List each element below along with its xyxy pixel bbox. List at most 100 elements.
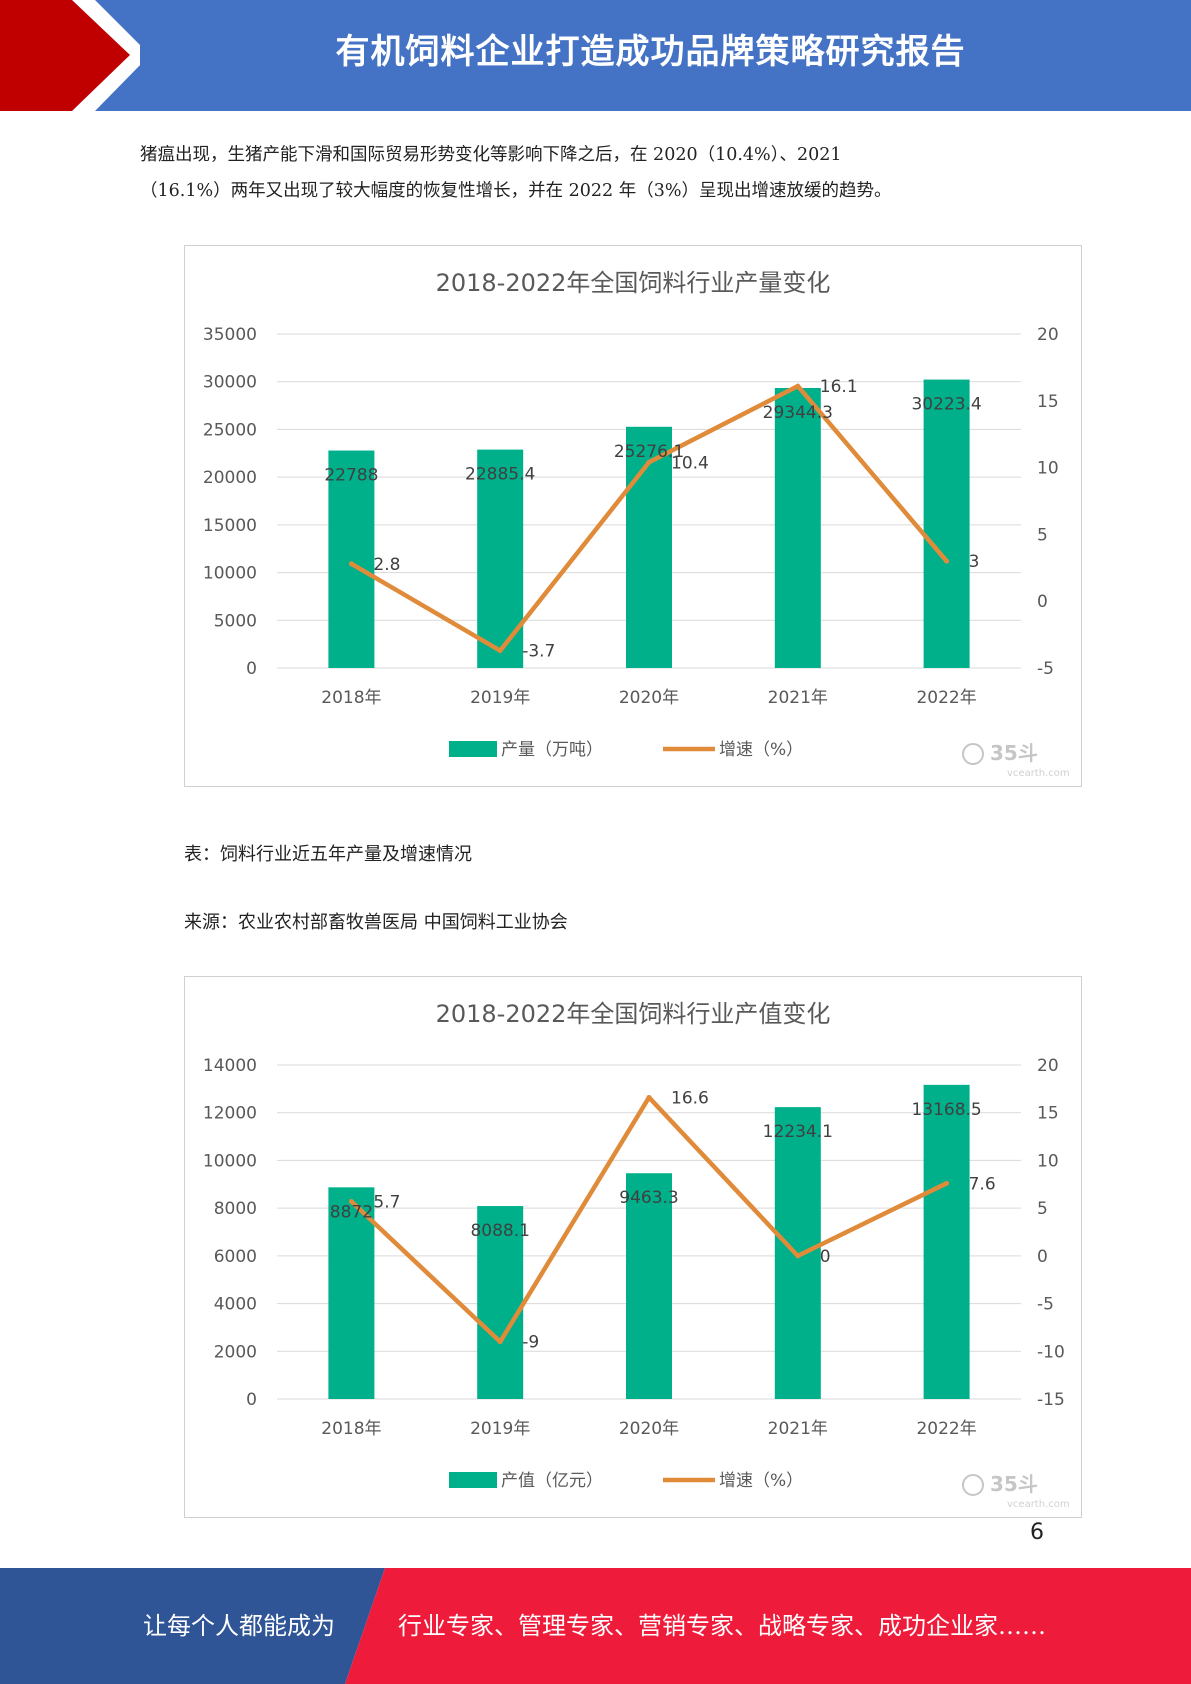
- line-data-label: -9: [522, 1333, 539, 1353]
- output-chart: 2018-2022年全国饲料行业产量变化 0 5000 10000 15000 20000…: [184, 245, 1082, 787]
- growth-point: [348, 1198, 354, 1204]
- source-caption: 来源：农业农村部畜牧兽医局 中国饲料工业协会: [184, 912, 568, 933]
- value-chart: 2018-2022年全国饲料行业产值变化 0 2000 4000 6000 8000 100…: [184, 976, 1082, 1518]
- value-chart-svg: 2018-2022年全国饲料行业产值变化02000400060008000100…: [203, 1000, 1070, 1510]
- left-axis-tick-label: 30000: [203, 373, 257, 393]
- watermark-logo: 35斗 vcearth.com: [962, 1472, 1070, 1510]
- line-data-label: 5.7: [373, 1192, 400, 1212]
- left-axis-tick-label: 2000: [214, 1342, 257, 1362]
- intro-line-2: （16.1%）两年又出现了较大幅度的恢复性增长，并在 2022 年（3%）呈现出…: [140, 181, 892, 201]
- footer-slogan-left: 让每个人都能成为: [143, 1612, 335, 1640]
- svg-text:vcearth.com: vcearth.com: [1007, 768, 1070, 779]
- bar-data-label: 25276.1: [614, 442, 684, 462]
- growth-point: [497, 1339, 503, 1345]
- right-axis-tick-label: -15: [1037, 1390, 1065, 1410]
- right-axis-tick-label: 15: [1037, 1104, 1059, 1124]
- right-axis-tick-label: -5: [1037, 1295, 1054, 1315]
- bar-data-label: 22788: [324, 466, 378, 486]
- right-axis-tick-label: -10: [1037, 1342, 1065, 1362]
- x-axis-category-label: 2018年: [321, 688, 381, 708]
- growth-point: [646, 459, 652, 465]
- growth-point: [944, 1180, 950, 1186]
- footer-banner: 让每个人都能成为 行业专家、管理专家、营销专家、战略专家、成功企业家……: [0, 1568, 1191, 1684]
- line-data-label: 10.4: [671, 453, 709, 473]
- growth-point: [795, 383, 801, 389]
- bar: [626, 426, 672, 668]
- right-axis-tick-label: 20: [1037, 1056, 1059, 1076]
- legend-bar-label: 产量（万吨）: [501, 740, 603, 760]
- growth-point: [795, 1253, 801, 1259]
- bar-data-label: 12234.1: [763, 1122, 833, 1142]
- line-data-label: 16.6: [671, 1088, 709, 1108]
- left-axis-tick-label: 10000: [203, 1151, 257, 1171]
- bar-data-label: 29344.3: [763, 403, 833, 423]
- bar: [923, 1084, 970, 1399]
- right-axis-tick-label: -5: [1037, 659, 1054, 679]
- right-axis-tick-label: 5: [1037, 525, 1048, 545]
- legend-line-label: 增速（%）: [719, 740, 803, 760]
- report-title: 有机饲料企业打造成功品牌策略研究报告: [335, 32, 966, 72]
- footer-slogan-right: 行业专家、管理专家、营销专家、战略专家、成功企业家……: [398, 1612, 1046, 1640]
- chart-title: 2018-2022年全国饲料行业产值变化: [436, 1000, 831, 1028]
- x-axis-category-label: 2019年: [470, 1419, 530, 1439]
- bar: [626, 1173, 672, 1399]
- output-chart-svg: 2018-2022年全国饲料行业产量变化 0 5000 10000 15000 20000…: [203, 269, 1070, 779]
- right-axis-tick-label: 5: [1037, 1199, 1048, 1219]
- x-axis-category-label: 2020年: [619, 688, 679, 708]
- line-data-label: 7.6: [969, 1174, 996, 1194]
- bar-data-label: 30223.4: [911, 395, 981, 415]
- bar: [774, 387, 821, 668]
- left-axis-tick-label: 12000: [203, 1104, 257, 1124]
- growth-point: [646, 1094, 652, 1100]
- left-axis-tick-label: 0: [246, 659, 257, 679]
- left-axis-tick-label: 0: [246, 1390, 257, 1410]
- right-axis-tick-label: 0: [1037, 592, 1048, 612]
- bar: [477, 1206, 524, 1399]
- bar-data-label: 8872: [330, 1202, 373, 1222]
- left-axis-tick-label: 5000: [214, 611, 257, 631]
- left-axis-tick-label: 25000: [203, 420, 257, 440]
- x-axis-category-label: 2022年: [916, 688, 976, 708]
- line-data-label: 0: [820, 1247, 831, 1267]
- left-axis-tick-label: 35000: [203, 325, 257, 345]
- growth-point: [944, 558, 950, 564]
- svg-text:vcearth.com: vcearth.com: [1007, 1499, 1070, 1510]
- intro-paragraph: 猪瘟出现，生猪产能下滑和国际贸易形势变化等影响下降之后，在 2020（10.4%…: [140, 137, 1040, 209]
- x-axis-category-label: 2018年: [321, 1419, 381, 1439]
- chart-title: 2018-2022年全国饲料行业产量变化: [436, 269, 831, 297]
- line-data-label: 2.8: [373, 555, 400, 575]
- legend-bar-label: 产值（亿元）: [501, 1471, 603, 1491]
- header-arrow-decoration: [0, 0, 140, 111]
- legend-bar-swatch: [449, 1472, 497, 1488]
- bar: [328, 450, 375, 668]
- left-axis-tick-label: 10000: [203, 564, 257, 584]
- svg-text:35斗: 35斗: [990, 1472, 1038, 1496]
- svg-text:35斗: 35斗: [990, 741, 1038, 765]
- x-axis-category-label: 2021年: [768, 688, 828, 708]
- table-caption: 表：饲料行业近五年产量及增速情况: [184, 844, 472, 865]
- x-axis-category-label: 2019年: [470, 688, 530, 708]
- line-data-label: 16.1: [820, 377, 858, 397]
- left-axis-tick-label: 15000: [203, 516, 257, 536]
- left-axis-tick-label: 4000: [214, 1295, 257, 1315]
- line-data-label: 3: [969, 552, 980, 572]
- growth-point: [497, 648, 503, 654]
- right-axis-tick-label: 20: [1037, 325, 1059, 345]
- bar-data-label: 13168.5: [911, 1100, 981, 1120]
- x-axis-category-label: 2021年: [768, 1419, 828, 1439]
- growth-point: [348, 561, 354, 567]
- bar-data-label: 8088.1: [470, 1221, 529, 1241]
- intro-line-1: 猪瘟出现，生猪产能下滑和国际贸易形势变化等影响下降之后，在 2020（10.4%…: [140, 145, 842, 165]
- x-axis-category-label: 2022年: [916, 1419, 976, 1439]
- right-axis-tick-label: 0: [1037, 1247, 1048, 1267]
- left-axis-tick-label: 6000: [214, 1247, 257, 1267]
- legend-bar-swatch: [449, 741, 497, 757]
- legend-line-label: 增速（%）: [719, 1471, 803, 1491]
- bar: [923, 379, 970, 668]
- header-banner: 有机饲料企业打造成功品牌策略研究报告: [0, 0, 1191, 111]
- watermark-logo: 35斗 vcearth.com: [962, 741, 1070, 779]
- right-axis-tick-label: 10: [1037, 459, 1059, 479]
- bar: [328, 1187, 375, 1399]
- line-data-label: -3.7: [522, 642, 555, 662]
- left-axis-tick-label: 14000: [203, 1056, 257, 1076]
